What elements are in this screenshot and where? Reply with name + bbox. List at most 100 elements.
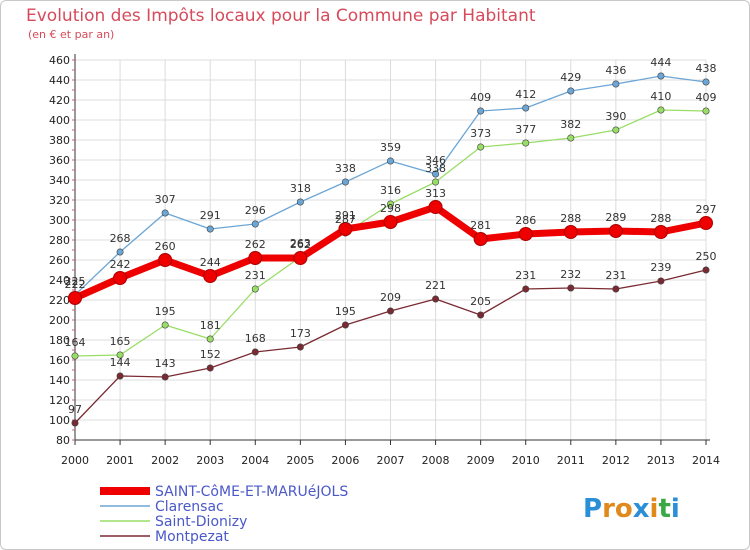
data-label: 436 [605, 64, 626, 77]
x-tick-label: 2002 [151, 454, 179, 467]
data-label: 409 [696, 91, 717, 104]
data-point [522, 104, 530, 112]
data-label: 181 [200, 319, 221, 332]
data-label: 338 [425, 162, 446, 175]
data-label: 195 [155, 305, 176, 318]
data-point [612, 126, 620, 134]
data-point [248, 251, 263, 265]
data-label: 359 [380, 141, 401, 154]
y-tick-label: 380 [49, 134, 70, 147]
data-point [612, 285, 620, 293]
y-tick-label: 120 [49, 394, 70, 407]
data-point [473, 232, 488, 246]
data-label: 195 [335, 305, 356, 318]
data-label: 164 [65, 336, 86, 349]
y-tick-label: 220 [49, 294, 70, 307]
data-point [522, 285, 530, 293]
data-point [206, 335, 214, 343]
data-label: 244 [200, 256, 221, 269]
data-point [567, 87, 575, 95]
data-label: 286 [515, 214, 536, 227]
data-point [161, 209, 169, 217]
data-point [383, 215, 398, 229]
data-label: 307 [155, 193, 176, 206]
y-tick-label: 360 [49, 154, 70, 167]
x-tick-label: 2010 [512, 454, 540, 467]
legend-label: Saint-Dionizy [155, 514, 247, 530]
data-point [113, 271, 128, 285]
data-label: 262 [245, 238, 266, 251]
data-point [251, 220, 259, 228]
legend-label: SAINT-CôME-ET-MARUéJOLS [155, 484, 348, 500]
data-label: 291 [335, 209, 356, 222]
data-point [432, 178, 440, 186]
data-point [608, 224, 623, 238]
data-label: 232 [560, 268, 581, 281]
data-label: 346 [425, 154, 446, 167]
data-label: 250 [696, 250, 717, 263]
data-label: 144 [110, 356, 131, 369]
data-point [699, 216, 713, 230]
data-point [68, 291, 82, 305]
data-point [161, 373, 169, 381]
x-tick-label: 2001 [106, 454, 134, 467]
data-point [206, 225, 214, 233]
y-tick-label: 460 [49, 54, 70, 67]
y-tick-label: 440 [49, 74, 70, 87]
data-label: 288 [560, 212, 581, 225]
data-label: 205 [470, 295, 491, 308]
y-tick-label: 400 [49, 114, 70, 127]
data-point [657, 106, 665, 114]
data-label: 316 [380, 184, 401, 197]
y-tick-label: 100 [49, 414, 70, 427]
data-label: 313 [425, 187, 446, 200]
data-point [341, 321, 349, 329]
data-point [386, 200, 394, 208]
data-point [386, 307, 394, 315]
data-point [296, 198, 304, 206]
data-label: 289 [605, 211, 626, 224]
data-label: 231 [515, 269, 536, 282]
data-label: 409 [470, 91, 491, 104]
data-label: 221 [425, 279, 446, 292]
y-tick-label: 160 [49, 354, 70, 367]
data-point [477, 143, 485, 151]
data-label: 239 [650, 261, 671, 274]
y-tick-label: 200 [49, 314, 70, 327]
data-label: 209 [380, 291, 401, 304]
axes: 80 100 120 140 160 180 200 220 240 260 280 300 320 34… [49, 54, 720, 467]
data-label: 318 [290, 182, 311, 195]
data-point [251, 285, 259, 293]
data-label: 390 [605, 110, 626, 123]
data-point [428, 200, 443, 214]
y-tick-label: 340 [49, 174, 70, 187]
y-tick-label: 180 [49, 334, 70, 347]
data-point [341, 178, 349, 186]
data-label: 296 [245, 204, 266, 217]
x-tick-label: 2012 [602, 454, 630, 467]
data-point [251, 348, 259, 356]
data-label: 412 [515, 88, 536, 101]
y-tick-label: 260 [49, 254, 70, 267]
data-label: 225 [65, 275, 86, 288]
data-label: 288 [650, 212, 671, 225]
series-lines [68, 72, 713, 427]
data-label: 242 [110, 258, 131, 271]
x-tick-label: 2009 [467, 454, 495, 467]
data-point [293, 251, 308, 265]
chart-subtitle: (en € et par an) [28, 28, 114, 41]
data-label: 291 [200, 209, 221, 222]
data-point [71, 352, 79, 360]
data-label: 377 [515, 123, 536, 136]
data-label: 382 [560, 118, 581, 131]
data-point [563, 225, 578, 239]
chart-title: Evolution des Impôts locaux pour la Comm… [26, 6, 536, 26]
x-tick-label: 2003 [196, 454, 224, 467]
data-label: 429 [560, 71, 581, 84]
data-label: 373 [470, 127, 491, 140]
x-tick-label: 2008 [422, 454, 450, 467]
data-point [567, 134, 575, 142]
data-label: 297 [696, 203, 717, 216]
legend: SAINT-CôME-ET-MARUéJOLSClarensacSaint-Di… [100, 484, 348, 545]
